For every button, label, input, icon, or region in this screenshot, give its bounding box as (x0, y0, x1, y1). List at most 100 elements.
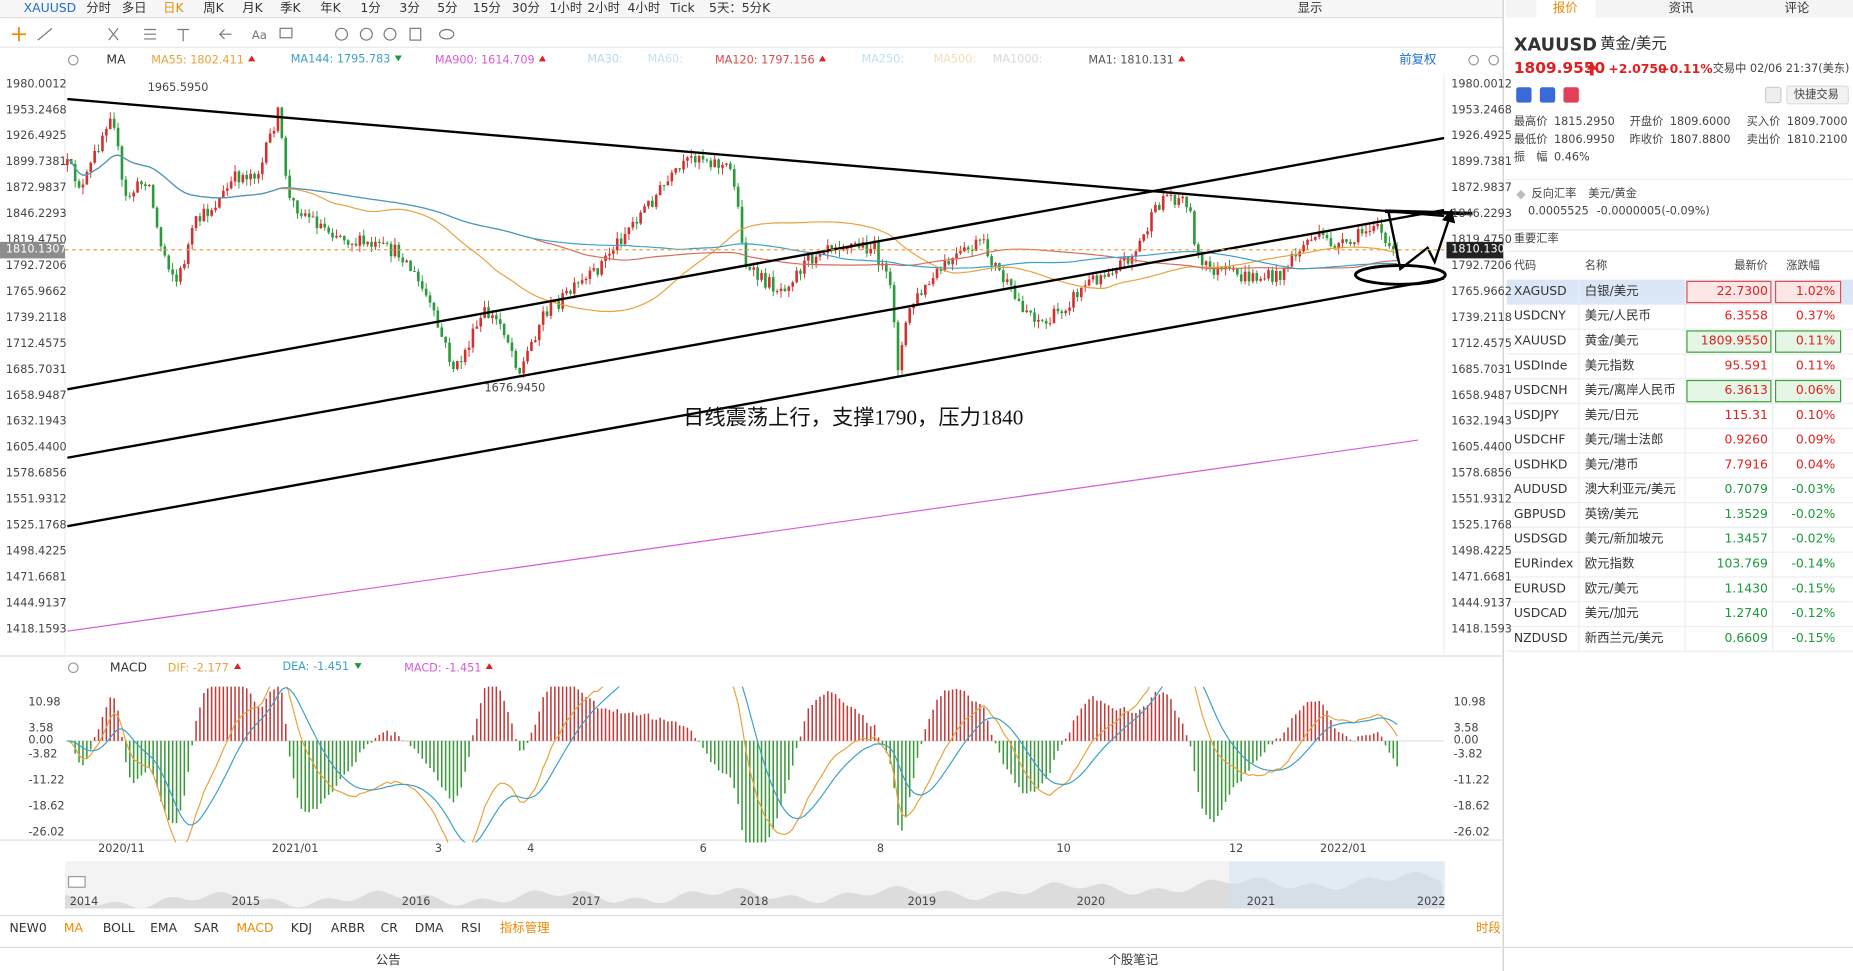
row-name[interactable]: 英镑/美元 (1584, 507, 1639, 522)
row-code[interactable]: USDHKD (1513, 457, 1568, 472)
indicator-tab[interactable]: CR (380, 921, 398, 936)
crosshair-icon[interactable] (11, 27, 26, 42)
notice-tab[interactable]: 公告 (375, 953, 401, 968)
news-icon[interactable] (1539, 87, 1556, 103)
row-name[interactable]: 欧元/美元 (1584, 581, 1639, 596)
panel-tab[interactable]: 评论 (1784, 1, 1810, 16)
tool-icon[interactable] (439, 28, 455, 40)
period-tab[interactable]: 15分 (472, 1, 501, 16)
panel-tab[interactable]: 报价 (1552, 1, 1578, 16)
period-tab[interactable]: 年K (320, 1, 341, 16)
tool-icon[interactable] (335, 27, 349, 41)
period-tab[interactable]: 5分 (437, 1, 458, 16)
globe-icon[interactable] (1516, 87, 1532, 103)
row-name[interactable]: 美元/人民币 (1584, 309, 1651, 324)
macd-selector[interactable]: MACD (109, 660, 148, 675)
quick-trade-button[interactable] (1786, 85, 1849, 105)
period-tab[interactable]: 日K (163, 1, 184, 16)
tool-icon[interactable] (279, 27, 293, 39)
ma-selector[interactable]: MA (106, 53, 126, 68)
row-code[interactable]: USDJPY (1513, 408, 1559, 423)
period-tab[interactable]: 4小时 (627, 1, 661, 16)
period-tab[interactable]: 多日 (121, 1, 147, 16)
tool-icon[interactable] (359, 27, 373, 41)
period-tab[interactable]: Tick (670, 1, 695, 16)
row-code[interactable]: USDCHF (1513, 432, 1566, 448)
alert-icon[interactable] (1764, 86, 1782, 104)
period-tab[interactable]: 季K (280, 1, 301, 16)
row-name[interactable]: 黄金/美元 (1584, 333, 1639, 349)
period-tab[interactable]: 2小时 (587, 1, 621, 16)
delete-icon[interactable] (409, 27, 422, 41)
tool-icon[interactable] (108, 27, 119, 41)
notes-tab[interactable]: 个股笔记 (1108, 953, 1159, 968)
indicator-tab[interactable]: KDJ (290, 921, 313, 936)
indicator-tab[interactable]: MA (63, 921, 84, 936)
period-tab[interactable]: 月K (242, 1, 263, 16)
reverse-pair[interactable]: 美元/黄金 (1588, 187, 1637, 201)
line-tool-icon[interactable] (37, 27, 53, 41)
row-name[interactable]: 澳大利亚元/美元 (1584, 482, 1676, 497)
period-tab[interactable]: 1分 (360, 1, 381, 16)
row-name[interactable]: 美元/瑞士法郎 (1584, 432, 1664, 448)
period-tab[interactable]: 5天：5分K (709, 1, 771, 16)
navigator-window[interactable] (1229, 861, 1445, 909)
settings-icon[interactable] (67, 662, 79, 674)
period-tab[interactable]: 1小时 (549, 1, 583, 16)
chart-controls[interactable] (67, 54, 1500, 888)
tool-icon[interactable] (383, 27, 397, 41)
indicator-tab[interactable]: SAR (193, 921, 220, 936)
row-name[interactable]: 美元/离岸人民币 (1584, 383, 1676, 398)
display-menu[interactable]: 显示 (1297, 1, 1323, 16)
row-name[interactable]: 美元/港币 (1584, 457, 1639, 472)
tool-icon[interactable] (144, 28, 156, 40)
row-name[interactable]: 美元指数 (1584, 358, 1635, 373)
indicator-tab[interactable]: MACD (236, 921, 274, 936)
panel-tab[interactable]: 资讯 (1668, 1, 1694, 16)
row-code[interactable]: USDCAD (1513, 606, 1568, 621)
row-name[interactable]: 新西兰元/美元 (1584, 631, 1664, 646)
row-code[interactable]: NZDUSD (1513, 631, 1568, 646)
row-name[interactable]: 美元/日元 (1584, 408, 1639, 423)
row-code[interactable]: XAGUSD (1513, 284, 1567, 299)
quick-trade[interactable]: 快捷交易 (1793, 88, 1839, 102)
indicator-tab[interactable]: NEW0 (9, 921, 47, 936)
row-name[interactable]: 欧元指数 (1584, 556, 1635, 572)
menu-icon[interactable] (67, 876, 86, 888)
row-code[interactable]: USDCNY (1513, 309, 1566, 324)
period-tab[interactable]: 30分 (511, 1, 540, 16)
tool-icon[interactable] (218, 29, 232, 40)
indicator-tab[interactable]: BOLL (102, 921, 135, 936)
indicator-tab[interactable]: ARBR (330, 921, 366, 936)
period-toggle[interactable]: 时段 (1476, 921, 1501, 936)
zoom-in-icon[interactable] (1488, 54, 1500, 66)
row-code[interactable]: GBPUSD (1513, 507, 1566, 522)
row-code[interactable]: USDCNH (1513, 383, 1568, 398)
row-name[interactable]: 白银/美元 (1584, 284, 1639, 299)
row-code[interactable]: EURUSD (1513, 581, 1566, 596)
symbol[interactable]: XAUUSD (23, 1, 77, 16)
indicator-tab[interactable]: RSI (460, 921, 482, 936)
row-code[interactable]: EURindex (1513, 556, 1574, 572)
drawing-tools[interactable]: Aa (11, 27, 455, 42)
period-tab[interactable]: 3分 (399, 1, 420, 16)
period-tab[interactable]: 分时 (86, 1, 112, 16)
text-tool-icon[interactable]: Aa (252, 28, 267, 42)
indicator-tab[interactable]: DMA (414, 921, 444, 936)
settings-icon[interactable] (67, 54, 79, 66)
row-code[interactable]: AUDUSD (1513, 482, 1568, 497)
tool-icon[interactable] (177, 28, 190, 42)
favorite-icon[interactable] (1563, 87, 1579, 103)
candle-body (280, 107, 284, 138)
indicator-tab[interactable]: EMA (150, 921, 178, 936)
row-code[interactable]: USDInde (1513, 358, 1568, 373)
period-tab[interactable]: 周K (203, 1, 224, 16)
restoration-toggle[interactable]: 前复权 (1399, 53, 1437, 68)
zoom-out-icon[interactable] (1468, 54, 1479, 66)
row-code[interactable]: USDSGD (1513, 532, 1568, 547)
indicator-tab[interactable]: 指标管理 (499, 921, 550, 936)
row-code[interactable]: XAUUSD (1513, 333, 1567, 349)
quote-icons[interactable] (1516, 61, 1849, 200)
row-name[interactable]: 美元/新加坡元 (1584, 532, 1664, 547)
row-name[interactable]: 美元/加元 (1584, 606, 1639, 621)
